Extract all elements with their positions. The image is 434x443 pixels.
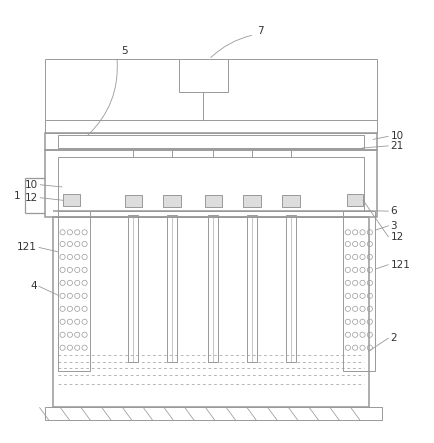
Text: 21: 21 xyxy=(389,141,403,151)
Text: 6: 6 xyxy=(389,206,396,216)
Text: 12: 12 xyxy=(389,232,403,241)
Text: 10: 10 xyxy=(25,180,38,190)
Text: 12: 12 xyxy=(25,193,38,203)
Text: 3: 3 xyxy=(389,221,396,231)
FancyBboxPatch shape xyxy=(282,195,299,207)
Text: 5: 5 xyxy=(121,46,128,56)
FancyBboxPatch shape xyxy=(243,195,260,207)
FancyBboxPatch shape xyxy=(63,194,79,206)
Text: 1: 1 xyxy=(14,190,21,201)
Text: 121: 121 xyxy=(389,260,409,270)
Text: 10: 10 xyxy=(389,132,403,141)
FancyBboxPatch shape xyxy=(124,195,141,207)
Text: 2: 2 xyxy=(389,333,396,343)
Text: 7: 7 xyxy=(257,26,263,36)
FancyBboxPatch shape xyxy=(204,195,221,207)
FancyBboxPatch shape xyxy=(163,195,181,207)
Text: 121: 121 xyxy=(17,242,37,253)
FancyBboxPatch shape xyxy=(346,194,362,206)
Text: 4: 4 xyxy=(30,281,37,291)
